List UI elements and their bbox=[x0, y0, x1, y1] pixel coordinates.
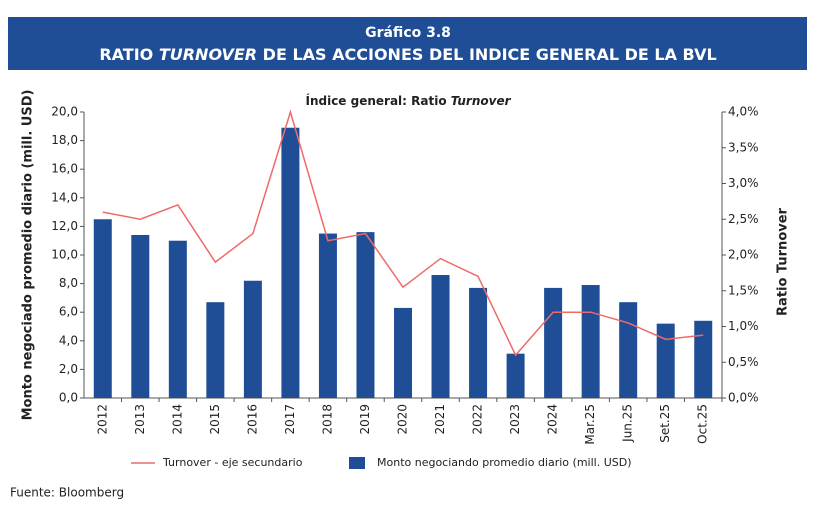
header-band bbox=[8, 17, 807, 70]
bar bbox=[694, 320, 713, 398]
y2-axis-label: Ratio Turnover bbox=[776, 207, 791, 315]
legend-label: Monto negociando promedio diario (mill. … bbox=[377, 456, 632, 469]
y2-tick-label: 0,5% bbox=[728, 355, 759, 369]
y-tick-label: 14,0 bbox=[51, 190, 78, 204]
x-tick-label: Mar.25 bbox=[583, 404, 597, 445]
y-tick-label: 8,0 bbox=[59, 276, 78, 290]
x-tick-label: 2019 bbox=[358, 404, 372, 435]
bar bbox=[206, 302, 225, 398]
y-tick-label: 0,0 bbox=[59, 391, 78, 405]
bar bbox=[281, 127, 300, 398]
bar bbox=[394, 307, 412, 398]
bar bbox=[506, 353, 525, 398]
x-tick-label: Oct.25 bbox=[696, 404, 710, 444]
bar bbox=[318, 233, 337, 398]
x-tick-label: 2018 bbox=[320, 404, 334, 435]
y2-tick-label: 1,0% bbox=[728, 319, 759, 333]
x-tick-label: 2016 bbox=[245, 404, 259, 435]
subtitle-part: Índice general: Ratio bbox=[305, 93, 450, 108]
x-tick-label: 2024 bbox=[546, 404, 560, 435]
x-tick-label: 2013 bbox=[133, 404, 147, 435]
x-tick-label: 2021 bbox=[433, 404, 447, 435]
y2-tick-label: 0,0% bbox=[728, 391, 759, 405]
bar bbox=[93, 219, 112, 398]
bar bbox=[431, 275, 450, 398]
line bbox=[102, 109, 704, 357]
bar bbox=[131, 234, 150, 398]
legend-label: Turnover - eje secundario bbox=[162, 456, 303, 469]
y2-tick-label: 1,5% bbox=[728, 283, 759, 297]
chart-subtitle: Índice general: Ratio Turnover bbox=[305, 93, 511, 108]
x-tick-label: 2017 bbox=[283, 404, 297, 435]
y-tick-label: 20,0 bbox=[51, 105, 78, 119]
y-tick-label: 18,0 bbox=[51, 133, 78, 147]
subtitle-part: Turnover bbox=[451, 94, 512, 108]
bar bbox=[544, 287, 563, 398]
x-tick-label: 2023 bbox=[508, 404, 522, 435]
y2-tick-label: 2,5% bbox=[728, 212, 759, 226]
y-tick-label: 6,0 bbox=[59, 305, 78, 319]
y-tick-label: 10,0 bbox=[51, 248, 78, 262]
y-tick-label: 4,0 bbox=[59, 333, 78, 347]
x-tick-label: 2012 bbox=[95, 404, 109, 435]
x-tick-label: Set.25 bbox=[658, 404, 672, 443]
legend-swatch bbox=[349, 457, 365, 469]
source-note: Fuente: Bloomberg bbox=[10, 486, 124, 500]
x-tick-label: 2020 bbox=[396, 404, 410, 435]
x-tick-label: 2014 bbox=[170, 404, 184, 435]
chart-title: RATIO TURNOVER DE LAS ACCIONES DEL INDIC… bbox=[99, 45, 716, 64]
bar bbox=[168, 240, 187, 398]
title-part: RATIO bbox=[99, 45, 159, 64]
bar bbox=[581, 285, 600, 398]
bar bbox=[356, 232, 375, 398]
bar bbox=[243, 280, 262, 398]
y2-tick-label: 4,0% bbox=[728, 105, 759, 119]
y2-tick-label: 3,5% bbox=[728, 140, 759, 154]
chart-label: Gráfico 3.8 bbox=[365, 25, 451, 41]
bar bbox=[619, 302, 638, 398]
y-tick-label: 2,0 bbox=[59, 362, 78, 376]
x-tick-label: Jun.25 bbox=[621, 404, 635, 443]
x-tick-label: 2022 bbox=[471, 404, 485, 435]
title-part: TURNOVER bbox=[159, 45, 257, 64]
y-tick-label: 12,0 bbox=[51, 219, 78, 233]
y2-tick-label: 3,0% bbox=[728, 176, 759, 190]
bar bbox=[656, 323, 675, 398]
y-axis-label: Monto negociado promedio diario (mill. U… bbox=[21, 90, 36, 421]
bar bbox=[469, 287, 488, 398]
y-tick-label: 16,0 bbox=[51, 162, 78, 176]
x-tick-label: 2015 bbox=[208, 404, 222, 435]
title-part: DE LAS ACCIONES DEL INDICE GENERAL DE LA… bbox=[257, 45, 717, 64]
y2-tick-label: 2,0% bbox=[728, 248, 759, 262]
